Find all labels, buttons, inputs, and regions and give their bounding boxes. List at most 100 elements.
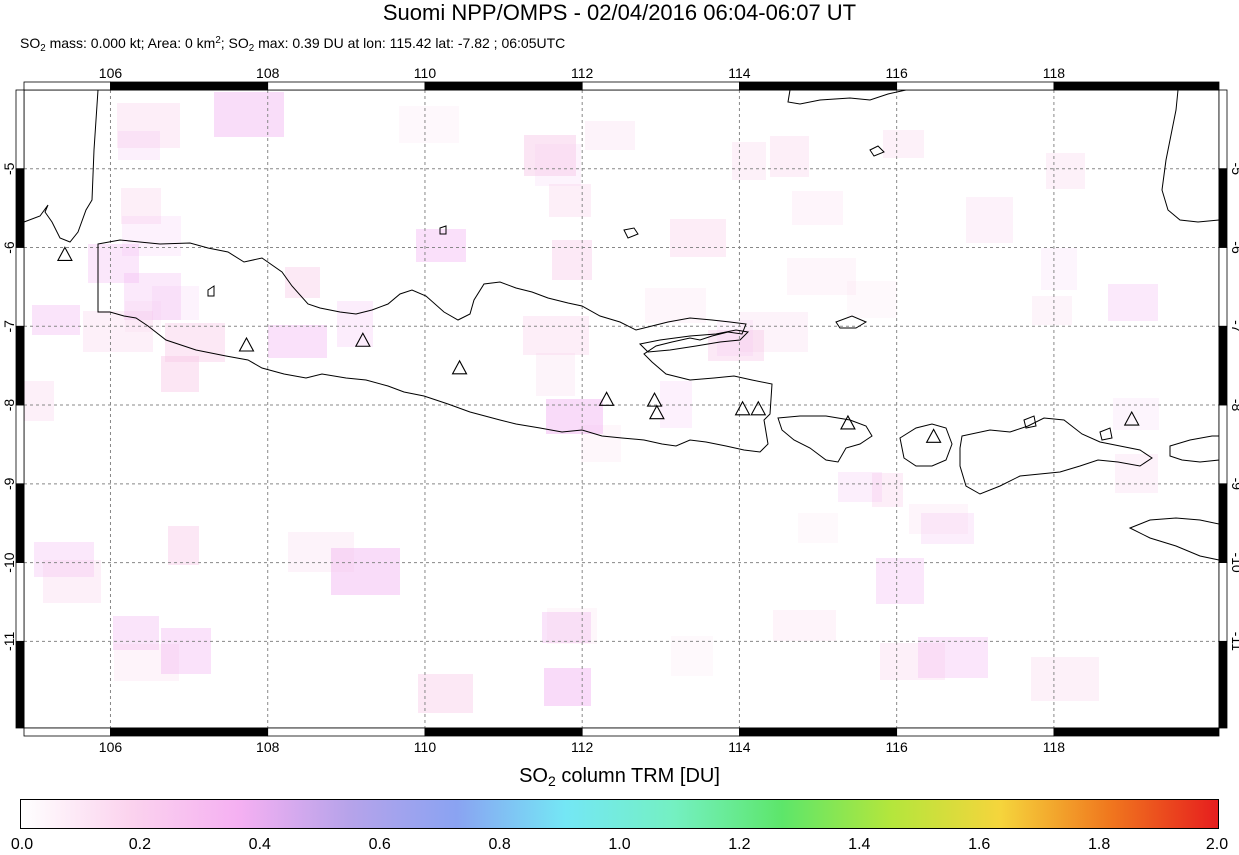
so2-cell [1115,454,1158,493]
lon-label-bottom: 116 [886,739,909,755]
so2-cell [399,106,459,143]
lat-label-left: -9 [1,477,17,490]
so2-cell [773,610,836,641]
lon-label-bottom: 112 [571,739,594,755]
frame-segment-left [15,247,25,327]
lon-label-top: 106 [99,65,123,81]
lat-label-right: -9 [1229,478,1239,491]
volcano-marker-icon [734,400,751,416]
volcano-marker-icon [840,414,856,430]
so2-cell [645,288,706,323]
frame-segment-left [15,168,25,248]
coast-madura [638,329,750,353]
so2-cell [787,258,856,295]
volcano-marker-icon [646,391,663,407]
so2-cell [161,628,211,674]
so2-cell [880,643,945,680]
lon-label-top: 114 [728,65,751,81]
so2-cell [268,325,327,358]
lon-label-bottom: 106 [99,739,123,755]
frame-segment-top [424,81,583,91]
frame-segment-bottom [896,727,1055,737]
so2-cell [546,399,603,434]
volcano-marker-icon [750,400,767,416]
frame-segment-bottom [267,727,426,737]
volcano-marker-icon [238,336,255,352]
so2-cell [161,356,199,392]
frame-segment-left [15,640,25,729]
lon-label-top: 108 [256,65,280,81]
lon-label-bottom: 108 [256,739,280,755]
lat-label-right: -10 [1229,552,1239,572]
frame-segment-top [739,81,898,91]
frame-segment-left [15,89,25,170]
map-frame [15,81,1228,737]
coast-karimunjawa [439,225,447,235]
frame-segment-left [15,404,25,485]
so2-cell [113,616,159,650]
lat-label-left: -11 [1,632,17,651]
lat-label-left: -6 [1,241,17,254]
so2-cell [535,144,581,186]
frame-segment-right [1218,168,1228,248]
colorbar-tick-label: 2.0 [1205,836,1229,853]
so2-cell [524,135,576,176]
colorbar-tick-label: 0.8 [488,836,511,853]
so2-cell [24,381,54,421]
so2-cell [918,637,988,678]
so2-cell [288,532,354,572]
coast-java [97,239,773,453]
so2-map: 106 106 108 108 110 110 112 112 114 114 116 116 118 1… [1,65,1239,755]
frame-segment-bottom [23,727,111,737]
so2-cell [32,305,80,335]
so2-cell [547,608,597,644]
colorbar-tick-label: 1.0 [608,836,631,853]
frame-segment-right [1218,247,1228,327]
so2-cell [523,316,589,355]
lat-label-right: -7 [1229,320,1239,333]
so2-summary: SO2 mass: 0.000 kt; Area: 0 km2; SO2 max… [20,35,566,54]
so2-cell [732,142,766,180]
lat-label-right: -11 [1229,632,1239,651]
colorbar-tick-label: 0.2 [128,836,152,853]
coast-islet-d [1099,427,1113,441]
frame-segment-top [267,81,426,91]
coast-sumatra [23,89,99,243]
lat-label-right: -8 [1229,399,1239,412]
frame-segment-top [23,81,111,91]
lon-label-top: 116 [886,65,909,81]
so2-cell [1032,296,1072,325]
lon-label-bottom: 110 [414,739,437,755]
coast-flores [1169,435,1220,463]
so2-cell [214,92,284,137]
frame-segment-top [581,81,740,91]
frame-segment-bottom [581,727,740,737]
so2-cell [671,636,713,676]
so2-cell [43,560,101,603]
so2-cell [122,216,181,256]
map-title: Suomi NPP/OMPS - 02/04/2016 06:04-06:07 … [382,0,857,25]
so2-cell [872,473,903,507]
so2-cell [798,513,838,543]
so2-cell [770,136,809,177]
volcano-marker-icon [56,246,73,261]
colorbar-tick-label: 0.4 [248,836,271,853]
lat-label-left: -8 [1,399,17,412]
so2-cell [909,504,968,534]
lat-label-left: -7 [1,320,17,333]
frame-segment-right [1218,404,1228,485]
frame-segment-left [15,325,25,406]
frame-segment-right [1218,640,1228,729]
coast-sumba [1128,517,1220,561]
frame-segment-right [1218,562,1228,642]
colorbar-tick-label: 1.2 [728,836,751,853]
so2-cell [125,301,161,332]
so2-cell [847,281,897,318]
so2-cell [921,513,974,544]
frame-segment-bottom [1053,727,1220,737]
so2-cell [331,548,400,595]
so2-cell [285,267,320,298]
volcano-marker-icon [354,332,371,347]
lat-label-right: -5 [1229,163,1239,176]
frame-segment-left [15,562,25,642]
